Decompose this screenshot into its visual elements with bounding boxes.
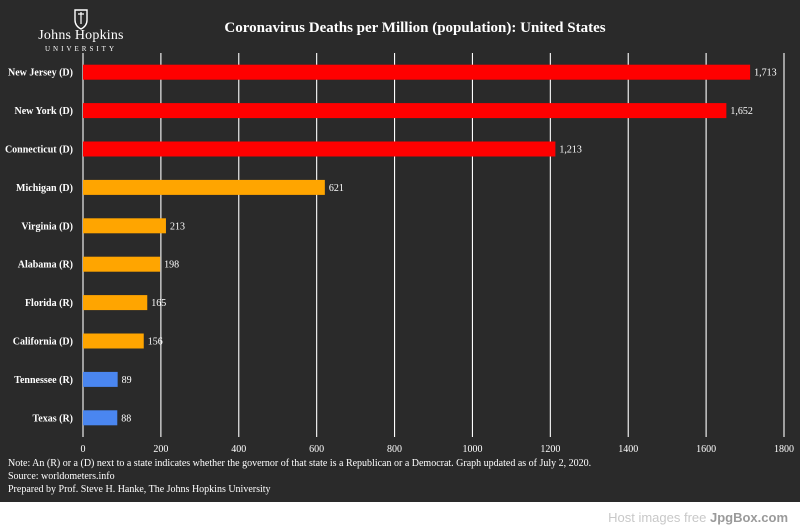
category-label: Connecticut (D) <box>5 145 73 156</box>
watermark-prefix: Host images free <box>608 510 710 525</box>
value-label: 88 <box>121 413 131 424</box>
bar <box>83 410 118 426</box>
value-label: 165 <box>151 298 166 309</box>
value-label: 156 <box>148 337 163 348</box>
x-tick-label: 1000 <box>462 444 482 455</box>
bar-chart: New Jersey (D) New York (D) Connecticut (D… <box>5 53 795 455</box>
value-label: 198 <box>164 260 179 271</box>
x-tick-labels: 0 200 400 600 800 1000 1200 1400 1600 1800 <box>81 444 795 455</box>
value-label: 1,213 <box>559 145 582 156</box>
watermark: Host images free JpgBox.com <box>608 510 788 525</box>
bar <box>83 103 727 119</box>
note-source: Source: worldometers.info <box>8 471 115 482</box>
x-tick-label: 0 <box>81 444 86 455</box>
category-label: Texas (R) <box>33 413 73 424</box>
value-label: 1,713 <box>754 68 777 79</box>
watermark-brand: JpgBox.com <box>709 510 788 525</box>
note-prepared-by: Prepared by Prof. Steve H. Hanke, The Jo… <box>8 484 271 495</box>
bar <box>83 333 144 349</box>
value-label: 1,652 <box>730 106 753 117</box>
logo-name: Johns Hopkins <box>38 28 124 43</box>
x-tick-label: 400 <box>231 444 246 455</box>
x-tick-label: 1600 <box>696 444 716 455</box>
shield-icon <box>74 9 88 30</box>
bar <box>83 64 751 80</box>
note-governor: Note: An (R) or a (D) next to a state in… <box>8 458 592 469</box>
category-label: New York (D) <box>14 106 73 117</box>
category-label: Virginia (D) <box>21 221 73 232</box>
bar <box>83 141 556 157</box>
x-tick-label: 800 <box>387 444 402 455</box>
category-label: California (D) <box>13 337 73 348</box>
category-label: Michigan (D) <box>16 183 73 194</box>
value-label: 621 <box>329 183 344 194</box>
category-label: Tennessee (R) <box>14 375 73 386</box>
chart-panel: Johns Hopkins UNIVERSITY Coronavirus Dea… <box>0 0 800 502</box>
category-label: Florida (R) <box>25 298 73 309</box>
chart-title: Coronavirus Deaths per Million (populati… <box>224 20 606 36</box>
value-label: 213 <box>170 221 185 232</box>
x-tick-label: 600 <box>309 444 324 455</box>
value-label: 89 <box>122 375 132 386</box>
x-tick-label: 200 <box>153 444 168 455</box>
university-logo: Johns Hopkins UNIVERSITY <box>26 8 136 56</box>
x-tick-label: 1200 <box>540 444 560 455</box>
x-tick-label: 1400 <box>618 444 638 455</box>
category-labels: New Jersey (D) New York (D) Connecticut (D… <box>5 68 73 425</box>
bar <box>83 295 148 311</box>
chart-notes: Note: An (R) or a (D) next to a state in… <box>8 457 788 496</box>
bar <box>83 218 166 234</box>
value-labels: 1,713 1,652 1,213 621 213 198 165 156 89 88 <box>121 68 776 425</box>
logo-sub: UNIVERSITY <box>45 45 117 53</box>
bar <box>83 256 161 272</box>
bar <box>83 371 118 387</box>
x-tick-label: 1800 <box>774 444 794 455</box>
bars <box>83 64 751 426</box>
category-label: New Jersey (D) <box>8 68 73 79</box>
category-label: Alabama (R) <box>18 260 73 271</box>
bar <box>83 179 325 195</box>
